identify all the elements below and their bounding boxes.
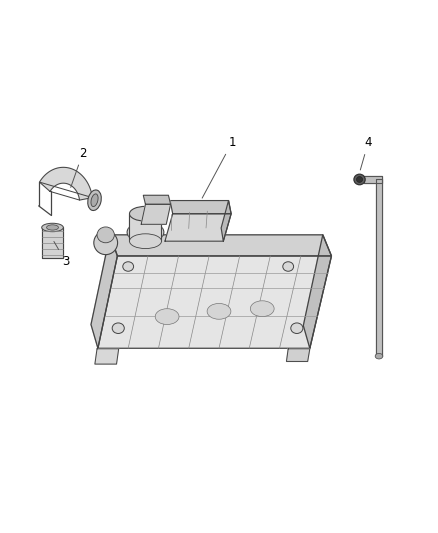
Text: 1: 1 xyxy=(202,136,236,198)
Polygon shape xyxy=(376,180,382,356)
Polygon shape xyxy=(170,200,231,214)
Polygon shape xyxy=(39,167,92,200)
Polygon shape xyxy=(364,176,382,183)
Polygon shape xyxy=(143,195,170,204)
Ellipse shape xyxy=(88,190,101,211)
Ellipse shape xyxy=(207,303,231,319)
Text: 4: 4 xyxy=(360,136,372,170)
Ellipse shape xyxy=(283,262,293,271)
Ellipse shape xyxy=(354,174,365,185)
Ellipse shape xyxy=(46,225,58,230)
Polygon shape xyxy=(130,214,162,241)
Polygon shape xyxy=(304,235,332,348)
Ellipse shape xyxy=(112,323,124,334)
Polygon shape xyxy=(286,349,310,361)
Polygon shape xyxy=(221,200,231,241)
Ellipse shape xyxy=(130,206,162,221)
Ellipse shape xyxy=(130,234,162,248)
Ellipse shape xyxy=(97,227,114,243)
Ellipse shape xyxy=(357,176,363,182)
Polygon shape xyxy=(42,228,64,258)
Ellipse shape xyxy=(91,194,98,207)
Polygon shape xyxy=(165,214,231,241)
Ellipse shape xyxy=(127,222,164,243)
Ellipse shape xyxy=(155,309,179,325)
Polygon shape xyxy=(98,256,332,348)
Polygon shape xyxy=(95,349,119,364)
Ellipse shape xyxy=(251,301,274,317)
Text: 3: 3 xyxy=(54,241,69,268)
Ellipse shape xyxy=(94,231,117,255)
Ellipse shape xyxy=(42,223,64,232)
Polygon shape xyxy=(141,204,170,224)
Ellipse shape xyxy=(123,262,134,271)
Ellipse shape xyxy=(375,353,383,359)
Polygon shape xyxy=(91,235,117,348)
Ellipse shape xyxy=(291,323,303,334)
Polygon shape xyxy=(110,235,332,256)
Text: 2: 2 xyxy=(71,147,87,188)
